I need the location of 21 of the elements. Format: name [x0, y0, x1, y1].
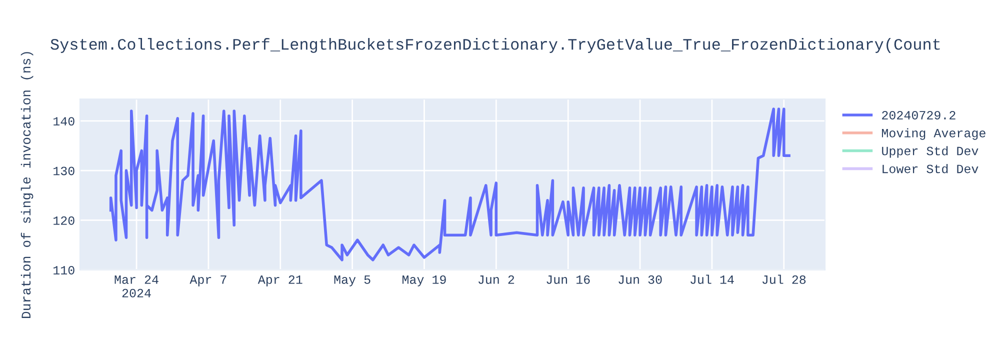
legend-label: Moving Average [882, 128, 986, 140]
legend-label: 20240729.2 [882, 110, 956, 120]
x-tick-label: Jun 16 [546, 275, 590, 284]
chart-title: System.Collections.Perf_LengthBucketsFrozenDictionary.TryGetValue_True_FrozenDictionary(Count [50, 38, 940, 53]
x-tick-label: Apr 7 [190, 276, 226, 286]
legend-label: Upper Std Dev [882, 146, 978, 158]
x-tick-label: Jun 30 [618, 275, 662, 284]
x-tick-label: Mar 24 2024 [114, 275, 158, 298]
x-tick-label: Jun 2 [478, 275, 514, 284]
x-tick-label: May 5 [334, 276, 370, 286]
y-tick-label: 120 [54, 216, 74, 225]
x-tick-label: Jul 14 [690, 274, 734, 284]
y-tick-label: 130 [54, 166, 74, 176]
x-tick-label: Jul 28 [762, 274, 806, 284]
x-tick-label: May 19 [402, 275, 446, 286]
line-series [109, 108, 790, 262]
y-axis-title: Duration of single invocation (ns) [20, 52, 34, 318]
x-tick-label: Apr 21 [258, 275, 302, 286]
legend-label: Lower Std Dev [882, 164, 978, 174]
y-tick-label: 140 [54, 117, 74, 126]
y-tick-label: 110 [54, 266, 74, 274]
